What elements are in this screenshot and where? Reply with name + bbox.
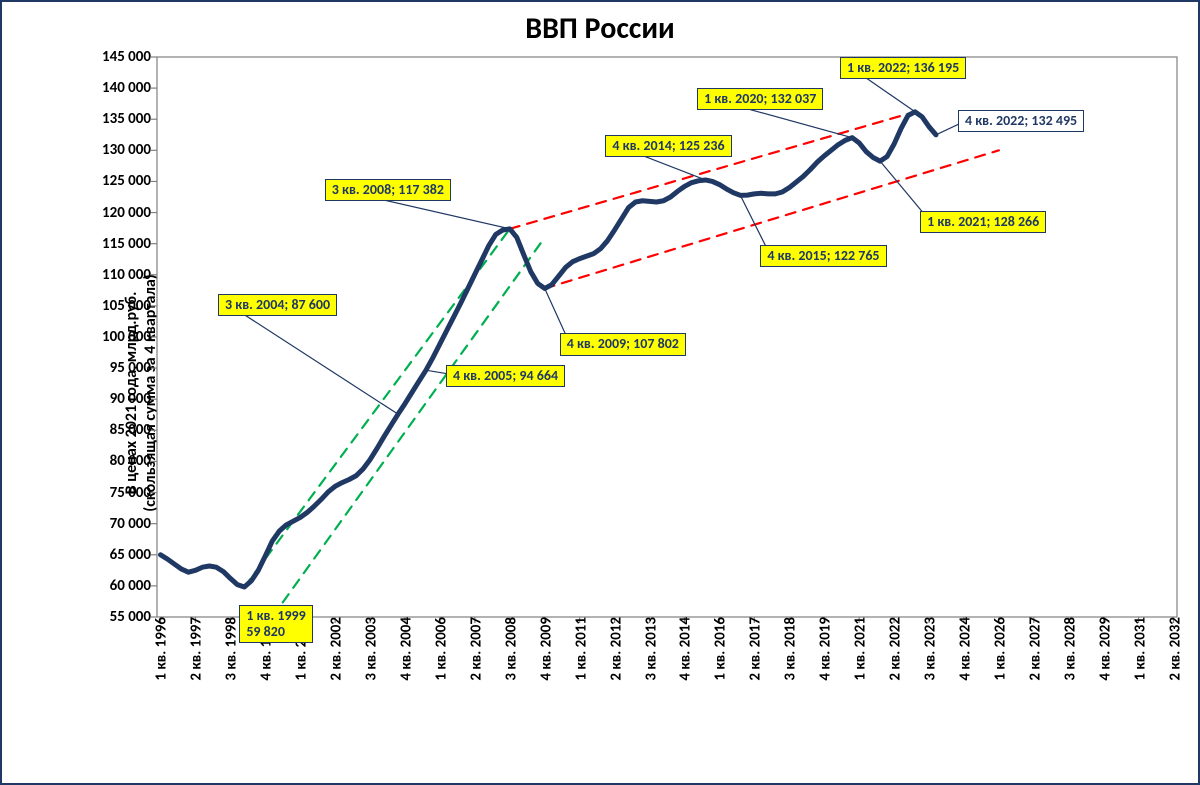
x-tick-label: 4 кв. 2014	[675, 617, 694, 681]
y-tick-label: 75 000	[110, 484, 157, 502]
x-tick-label: 2 кв. 2032	[1164, 617, 1183, 681]
annotation-label: 3 кв. 2004; 87 600	[218, 294, 337, 316]
y-tick-label: 110 000	[102, 266, 157, 284]
x-tick-label: 2 кв. 2002	[326, 617, 345, 681]
chart-frame: ВВП России В ценах 2021 года, млрд.руб. …	[0, 0, 1200, 785]
annotation-label: 4 кв. 2005; 94 664	[446, 365, 565, 387]
y-tick-label: 80 000	[110, 452, 157, 470]
x-tick-label: 1 кв. 2011	[570, 617, 589, 681]
x-tick-label: 3 кв. 2028	[1059, 617, 1078, 681]
y-tick-label: 125 000	[102, 172, 157, 190]
annotation-label: 3 кв. 2008; 117 382	[325, 179, 451, 201]
x-tick-label: 4 кв. 2024	[954, 617, 973, 681]
y-tick-label: 95 000	[110, 359, 157, 377]
x-tick-label: 1 кв. 2026	[989, 617, 1008, 681]
x-tick-label: 3 кв. 2003	[361, 617, 380, 681]
annotation-label: 1 кв. 2022; 136 195	[840, 57, 966, 79]
y-tick-label: 65 000	[110, 546, 157, 564]
x-tick-label: 3 кв. 2008	[500, 617, 519, 681]
y-tick-label: 85 000	[110, 421, 157, 439]
x-tick-label: 1 кв. 1996	[151, 617, 170, 681]
x-tick-label: 3 кв. 1998	[221, 617, 240, 681]
y-tick-label: 60 000	[110, 577, 157, 595]
x-tick-label: 1 кв. 2031	[1129, 617, 1148, 681]
annotation-label: 4 кв. 2022; 132 495	[958, 110, 1084, 132]
y-tick-label: 70 000	[110, 515, 157, 533]
x-tick-label: 2 кв. 2007	[465, 617, 484, 681]
annotation-label: 4 кв. 2009; 107 802	[560, 333, 686, 355]
y-tick-label: 130 000	[102, 141, 157, 159]
x-tick-label: 4 кв. 2009	[535, 617, 554, 681]
x-tick-label: 2 кв. 1997	[186, 617, 205, 681]
plot-area: 55 00060 00065 00070 00075 00080 00085 0…	[157, 57, 1177, 617]
x-tick-label: 3 кв. 2013	[640, 617, 659, 681]
y-tick-label: 100 000	[102, 328, 157, 346]
annotation-label: 4 кв. 2014; 125 236	[605, 135, 731, 157]
x-tick-label: 3 кв. 2018	[780, 617, 799, 681]
x-tick-label: 1 кв. 2021	[850, 617, 869, 681]
annotation-label: 1 кв. 2021; 128 266	[920, 211, 1046, 233]
x-tick-label: 1 кв. 2006	[430, 617, 449, 681]
y-tick-label: 120 000	[102, 204, 157, 222]
y-tick-label: 145 000	[102, 48, 157, 66]
x-tick-label: 2 кв. 2012	[605, 617, 624, 681]
x-tick-label: 2 кв. 2022	[885, 617, 904, 681]
x-tick-label: 1 кв. 2016	[710, 617, 729, 681]
y-tick-label: 140 000	[102, 79, 157, 97]
y-tick-label: 90 000	[110, 390, 157, 408]
annotation-label: 1 кв. 2020; 132 037	[697, 88, 823, 110]
x-tick-label: 4 кв. 2019	[815, 617, 834, 681]
x-tick-label: 4 кв. 2029	[1094, 617, 1113, 681]
annotation-label: 4 кв. 2015; 122 765	[760, 245, 886, 267]
x-tick-label: 2 кв. 2017	[745, 617, 764, 681]
y-tick-label: 105 000	[102, 297, 157, 315]
y-tick-label: 135 000	[102, 110, 157, 128]
chart-title: ВВП России	[2, 10, 1198, 47]
x-tick-label: 4 кв. 2004	[396, 617, 415, 681]
y-tick-label: 115 000	[102, 235, 157, 253]
x-tick-label: 2 кв. 2027	[1024, 617, 1043, 681]
x-tick-label: 3 кв. 2023	[919, 617, 938, 681]
annotation-label: 1 кв. 1999 59 820	[239, 605, 312, 643]
